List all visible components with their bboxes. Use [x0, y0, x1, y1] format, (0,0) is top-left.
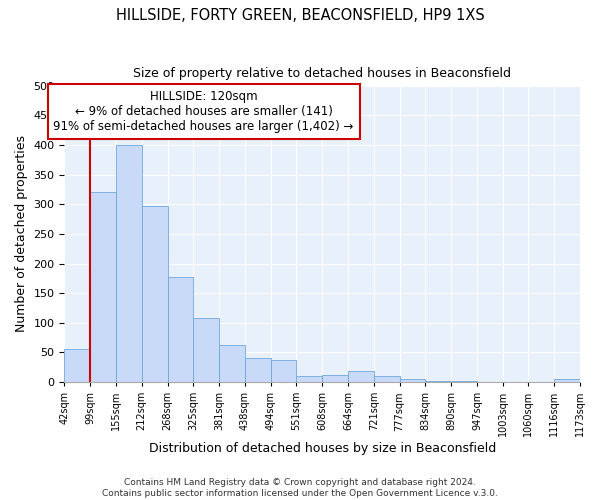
Text: HILLSIDE: 120sqm
← 9% of detached houses are smaller (141)
91% of semi-detached : HILLSIDE: 120sqm ← 9% of detached houses… [53, 90, 354, 134]
Bar [167, 276, 193, 382]
Bar [348, 372, 374, 382]
Text: Contains HM Land Registry data © Crown copyright and database right 2024.
Contai: Contains HM Land Registry data © Crown c… [102, 478, 498, 498]
Y-axis label: Number of detached properties: Number of detached properties [15, 136, 28, 332]
Bar [142, 206, 167, 382]
X-axis label: Distribution of detached houses by size in Beaconsfield: Distribution of detached houses by size … [149, 442, 496, 455]
Bar [116, 145, 142, 382]
Bar [64, 350, 90, 382]
Text: HILLSIDE, FORTY GREEN, BEACONSFIELD, HP9 1XS: HILLSIDE, FORTY GREEN, BEACONSFIELD, HP9… [116, 8, 484, 22]
Bar [554, 379, 580, 382]
Bar [90, 192, 116, 382]
Bar [219, 344, 245, 382]
Title: Size of property relative to detached houses in Beaconsfield: Size of property relative to detached ho… [133, 68, 511, 80]
Bar [296, 376, 322, 382]
Bar [245, 358, 271, 382]
Bar [193, 318, 219, 382]
Bar [322, 375, 348, 382]
Bar [425, 381, 451, 382]
Bar [374, 376, 400, 382]
Bar [271, 360, 296, 382]
Bar [400, 379, 425, 382]
